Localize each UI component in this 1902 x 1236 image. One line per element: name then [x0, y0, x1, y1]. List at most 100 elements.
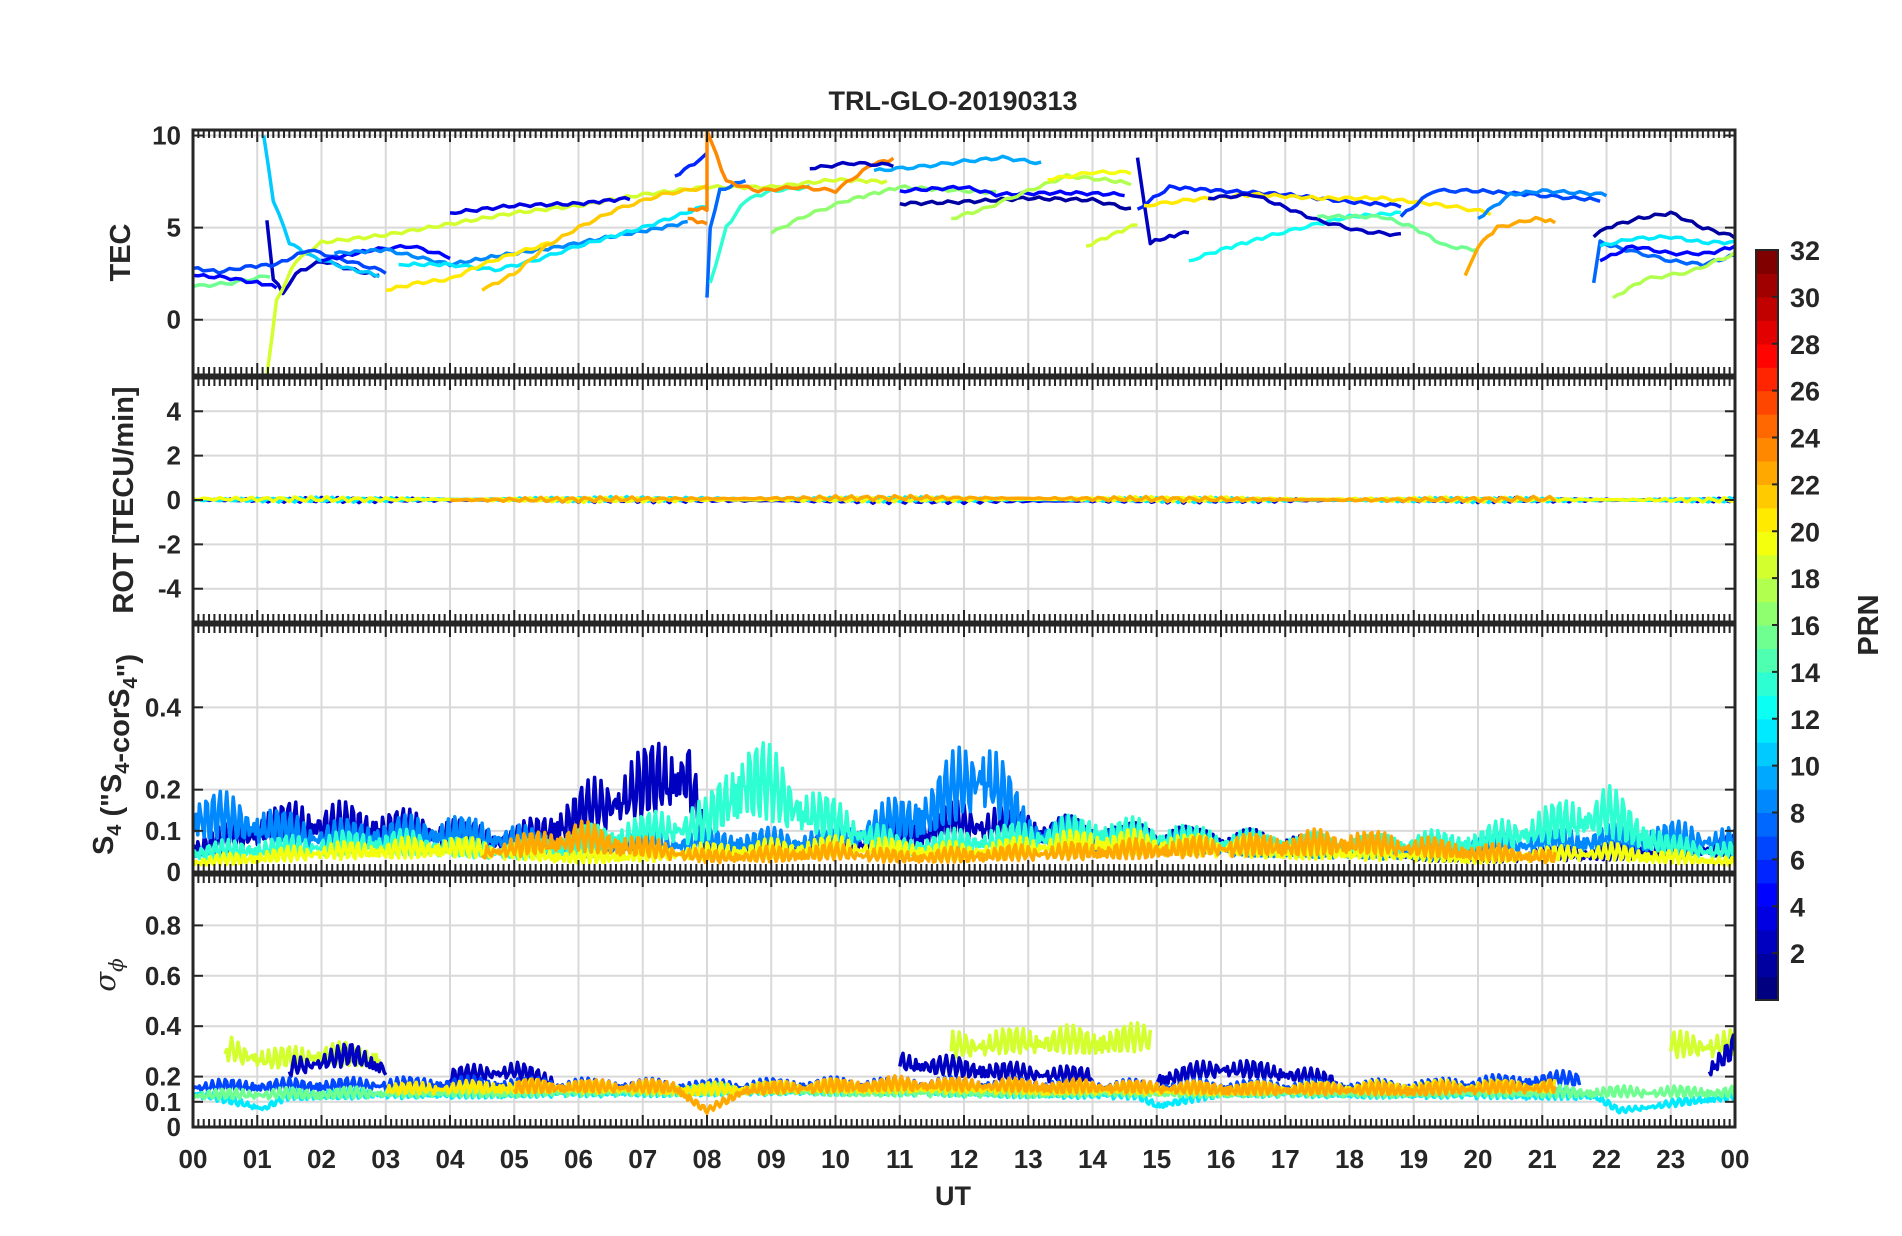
colorbar-segment [1756, 414, 1778, 439]
series-line-prn-24 [687, 216, 708, 226]
colorbar-tick-label: 28 [1790, 330, 1820, 360]
colorbar-segment [1756, 390, 1778, 415]
x-tick-label: 13 [1014, 1144, 1043, 1174]
colorbar-segment [1756, 695, 1778, 720]
y-tick-label: 0.4 [145, 692, 182, 722]
y-tick-label: 0.2 [145, 775, 181, 805]
series-line-prn-23 [480, 819, 1557, 865]
colorbar-segment [1756, 601, 1778, 626]
colorbar-segment [1756, 343, 1778, 368]
series-line-prn-23 [449, 493, 1557, 504]
series-line-prn-3 [1208, 192, 1402, 238]
colorbar-segment [1756, 929, 1778, 954]
colorbar-tick-label: 24 [1790, 424, 1820, 454]
series-line-prn-5 [899, 184, 1125, 198]
colorbar-segment [1756, 437, 1778, 462]
series-line-prn-10 [873, 154, 1042, 173]
colorbar-segment [1756, 906, 1778, 931]
series-line-prn-6 [1136, 184, 1402, 211]
colorbar-segment [1756, 531, 1778, 556]
colorbar-segment [1756, 625, 1778, 650]
y-tick-label: 2 [167, 441, 181, 471]
series-line-prn-13 [1188, 210, 1402, 263]
y-tick-label: 0.8 [145, 910, 181, 940]
series-line-prn-3 [1707, 1033, 1735, 1077]
y-axis-label: σϕ [88, 958, 128, 992]
colorbar-segment [1756, 320, 1778, 345]
y-tick-label: 5 [167, 213, 181, 243]
y-tick-label: 0 [167, 1112, 181, 1142]
x-tick-label: 07 [628, 1144, 657, 1174]
colorbar-segment [1756, 812, 1778, 837]
series-line-prn-23 [512, 1074, 1557, 1115]
series-line-prn-12 [398, 205, 708, 273]
y-axis-label: TEC [105, 223, 137, 281]
series-line-prn-16 [1317, 213, 1479, 253]
x-tick-label: 09 [757, 1144, 786, 1174]
series-line-prn-18 [951, 172, 1132, 221]
colorbar-segment [1756, 554, 1778, 579]
x-axis-label: UT [935, 1181, 971, 1211]
colorbar-tick-label: 32 [1790, 236, 1820, 266]
x-tick-label: 05 [500, 1144, 529, 1174]
colorbar-segment [1756, 953, 1778, 978]
series-line-prn-7 [1399, 187, 1601, 218]
y-tick-label: -2 [158, 529, 181, 559]
y-tick-label: 0.2 [145, 1062, 181, 1092]
x-tick-label: 02 [307, 1144, 336, 1174]
x-tick-label: 19 [1399, 1144, 1428, 1174]
colorbar-segment [1756, 507, 1778, 532]
series-group [193, 741, 1735, 868]
x-tick-label: 21 [1528, 1144, 1557, 1174]
colorbar-tick-label: 22 [1790, 470, 1820, 500]
panel-tec: 0 5 10 TEC [105, 121, 1737, 377]
series-line-prn-19 [1085, 223, 1138, 248]
colorbar-segment [1756, 718, 1778, 743]
x-tick-label: 23 [1656, 1144, 1685, 1174]
panel-s4: 0 0.1 0.2 0.4S4 ("S4-corS4") [88, 623, 1737, 887]
series-line-prn-9 [1477, 188, 1608, 220]
colorbar-segment [1756, 882, 1778, 907]
colorbar-segment [1756, 671, 1778, 696]
panel-sigma: 00.10.2 0.4 0.6 0.8 σϕ [88, 873, 1737, 1142]
x-tick-label: 10 [821, 1144, 850, 1174]
x-tick-label: 04 [436, 1144, 465, 1174]
x-tick-label: 11 [886, 1144, 914, 1174]
y-axis-label: S4 ("S4-corS4") [88, 654, 144, 855]
colorbar-segment [1756, 367, 1778, 392]
colorbar-segment [1756, 976, 1778, 1001]
colorbar-segment [1756, 484, 1778, 509]
colorbar-segment [1756, 789, 1778, 814]
series-line-prn-19 [949, 1021, 1153, 1059]
colorbar-segment [1756, 273, 1778, 298]
series-line-prn-16 [193, 274, 271, 289]
series-line-prn-23 [1463, 215, 1557, 277]
x-tick-label: 12 [950, 1144, 979, 1174]
panel-rot: -4 -2 0 2 4 ROT [TECU/min] [108, 376, 1737, 624]
colorbar-tick-label: 14 [1790, 658, 1820, 688]
x-tick-label: 16 [1207, 1144, 1236, 1174]
x-tick-label: 15 [1142, 1144, 1171, 1174]
y-tick-label: 4 [167, 396, 182, 426]
y-tick-label: 10 [152, 121, 181, 151]
colorbar-tick-label: 6 [1790, 845, 1805, 875]
series-line-prn-5 [193, 272, 278, 290]
y-tick-label: -4 [158, 574, 182, 604]
series-line-prn-3 [1135, 157, 1190, 246]
series-line-prn-3 [898, 1051, 1094, 1085]
series-line-prn-6 [674, 151, 709, 178]
colorbar-tick-label: 20 [1790, 517, 1820, 547]
series-line-prn-3 [287, 1042, 388, 1078]
y-tick-label: 0.4 [145, 1011, 182, 1041]
colorbar-segment [1756, 460, 1778, 485]
y-tick-label: 0.1 [145, 816, 181, 846]
colorbar-tick-label: 10 [1790, 752, 1820, 782]
colorbar-segment [1756, 296, 1778, 321]
colorbar-segment [1756, 648, 1778, 673]
series-line-prn-21 [385, 241, 554, 293]
x-tick-label: 06 [564, 1144, 593, 1174]
colorbar-segment [1756, 859, 1778, 884]
y-axis-label: ROT [TECU/min] [108, 386, 140, 613]
series-group [193, 130, 1735, 375]
series-line-prn-11 [261, 135, 380, 279]
